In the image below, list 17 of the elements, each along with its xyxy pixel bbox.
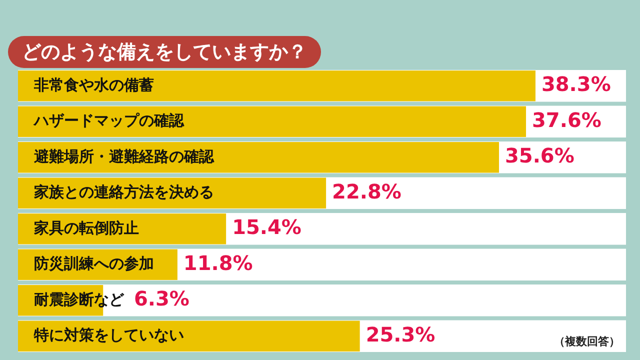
data-label: 15.4%: [232, 215, 302, 240]
y-tick-label: 特に対策をしていない: [33, 326, 184, 344]
y-tick-label: 家具の転倒防止: [33, 218, 139, 237]
text: （複数回答）: [554, 334, 620, 348]
y-tick-label: 防災訓練への参加: [34, 254, 154, 273]
data-label: 38.3%: [541, 72, 611, 96]
y-tick-label: ハザードマップの確認: [33, 112, 185, 130]
data-label: 25.3%: [366, 322, 436, 346]
data-label: 37.6%: [532, 108, 602, 132]
data-label: 11.8%: [183, 250, 253, 275]
y-tick-label: 非常食や水の備蓄: [33, 76, 154, 94]
y-tick-label: 避難場所・避難経路の確認: [33, 147, 215, 166]
data-label: 22.8%: [332, 179, 402, 204]
data-label: 6.3%: [134, 286, 190, 311]
y-tick-label: 家族との連絡方法を決める: [33, 183, 214, 202]
data-label: 35.6%: [504, 144, 574, 168]
chart-title: どのような備えをしていますか？: [8, 36, 321, 68]
